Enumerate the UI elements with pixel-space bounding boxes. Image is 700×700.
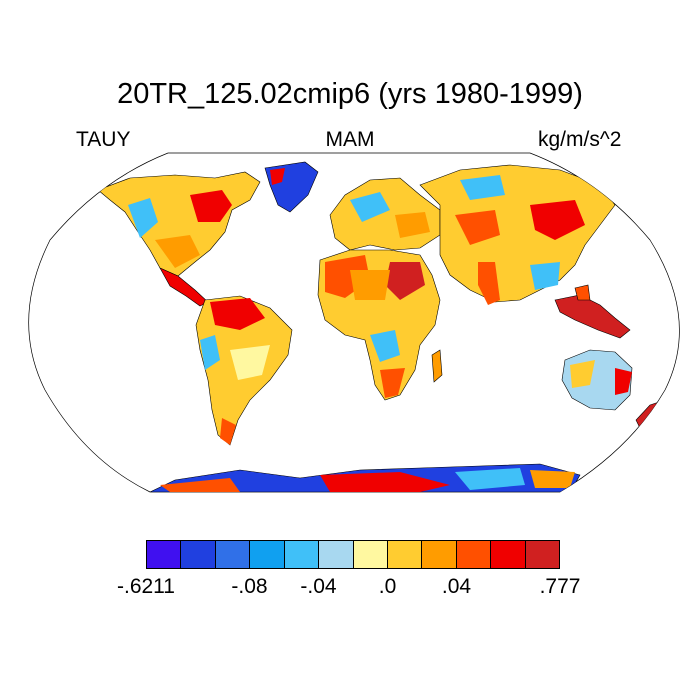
na-red-patch [190, 190, 232, 222]
colorbar-swatch [319, 541, 354, 568]
colorbar-tick-label: .04 [441, 575, 472, 598]
colorbar-swatch [215, 541, 251, 568]
plot-title: 20TR_125.02cmip6 (yrs 1980-1999) [117, 78, 583, 110]
madagascar [431, 349, 443, 383]
variable-label: TAUY [76, 128, 131, 151]
colorbar-swatch [525, 541, 560, 568]
colorbar [146, 540, 560, 569]
units-label: kg/m/s^2 [538, 128, 622, 151]
season-label: MAM [325, 128, 375, 151]
colorbar-swatch [181, 541, 216, 568]
colorbar-tick-label: -.04 [300, 575, 337, 598]
colorbar-swatch [387, 541, 423, 568]
colorbar-swatch [353, 541, 388, 568]
asia [419, 164, 616, 303]
colorbar-swatch [284, 541, 320, 568]
colorbar-tick-label: .777 [539, 575, 581, 598]
na-orange-patch [155, 235, 200, 268]
colorbar-swatch [491, 541, 526, 568]
colorbar-tick-label: .0 [378, 575, 397, 598]
colorbar-tick-label: -.6211 [117, 575, 175, 598]
colorbar-tick-label: -.08 [231, 575, 268, 598]
na-blue-patch [128, 198, 158, 238]
colorbar-swatch [456, 541, 492, 568]
colorbar-swatch [147, 541, 182, 568]
colorbar-swatch [422, 541, 457, 568]
colorbar-swatch [250, 541, 285, 568]
